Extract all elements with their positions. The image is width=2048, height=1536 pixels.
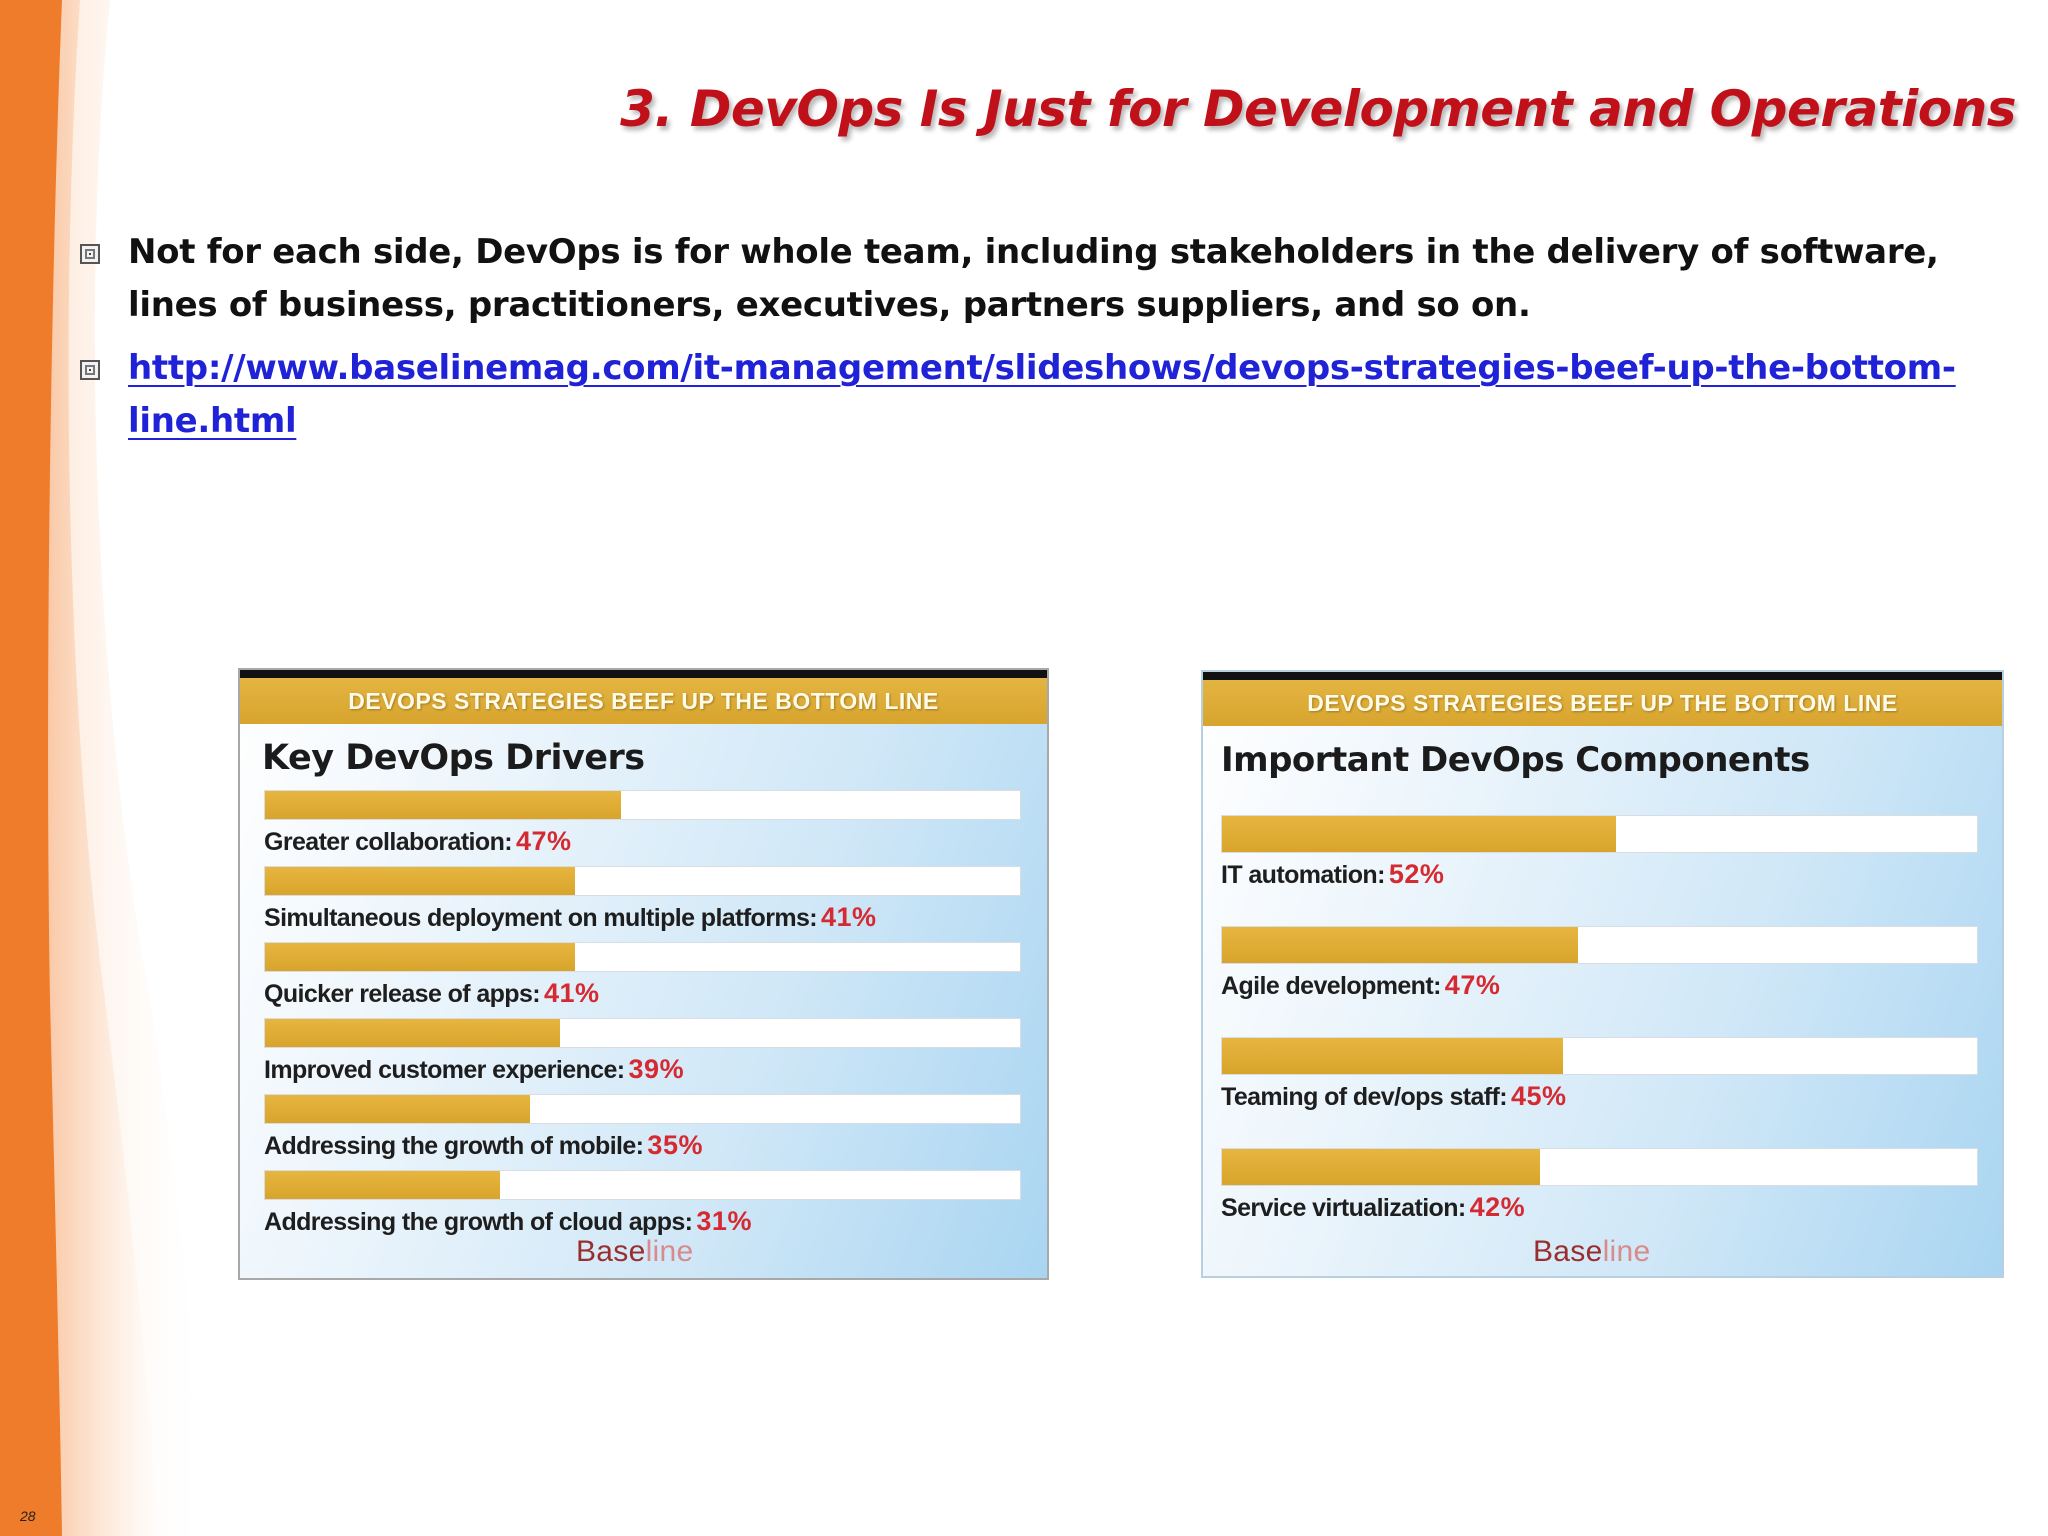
- value-label: 31%: [696, 1206, 752, 1236]
- bar-track: [264, 1018, 1021, 1048]
- panel-top-bar: [240, 670, 1047, 678]
- bar-label: Addressing the growth of cloud apps: 31%: [264, 1206, 752, 1237]
- square-bullet-icon: [80, 244, 100, 264]
- value-label: 52%: [1388, 859, 1445, 889]
- value-label: 42%: [1469, 1192, 1526, 1222]
- category-label: Teaming of dev/ops staff:: [1221, 1083, 1508, 1111]
- bar-track: [1221, 1148, 1978, 1186]
- category-label: Addressing the growth of mobile:: [264, 1132, 644, 1160]
- square-bullet-icon: [80, 360, 100, 380]
- bar: [265, 867, 576, 895]
- chart-title: Important DevOps Components: [1221, 740, 1810, 780]
- category-label: Improved customer experience:: [264, 1056, 625, 1084]
- value-label: 47%: [515, 826, 572, 856]
- bar-track: [264, 942, 1021, 972]
- chart-bars: IT automation: 52% Agile development: 47% Te…: [1203, 672, 2002, 1276]
- brand-main: Base: [1533, 1235, 1603, 1268]
- panel-top-bar: [1203, 672, 2002, 680]
- bar-label: Quicker release of apps: 41%: [264, 978, 600, 1009]
- bar-track: [264, 1094, 1021, 1124]
- bar-track: [1221, 926, 1978, 964]
- source-link[interactable]: http://www.baselinemag.com/it-management…: [128, 348, 1956, 441]
- bar-track: [264, 866, 1021, 896]
- bar-label: Teaming of dev/ops staff: 45%: [1221, 1081, 1567, 1112]
- page-number: 28: [20, 1508, 36, 1524]
- baseline-logo: Baseline: [1533, 1235, 1651, 1269]
- brand-main: Base: [576, 1235, 646, 1268]
- category-label: Service virtualization:: [1221, 1194, 1466, 1222]
- value-label: 41%: [544, 978, 600, 1008]
- bar: [265, 1171, 500, 1199]
- chart-title: Key DevOps Drivers: [262, 738, 645, 778]
- slide-title: 3. DevOps Is Just for Development and Op…: [620, 80, 2016, 138]
- bar: [1222, 816, 1616, 852]
- bar: [1222, 927, 1578, 963]
- bar-label: Agile development: 47%: [1221, 970, 1500, 1001]
- bar-label: Improved customer experience: 39%: [264, 1054, 684, 1085]
- bar-track: [264, 790, 1021, 820]
- bullet-item-link: http://www.baselinemag.com/it-management…: [78, 342, 1978, 448]
- bar: [265, 1095, 530, 1123]
- value-label: 41%: [821, 902, 877, 932]
- value-label: 45%: [1510, 1081, 1567, 1111]
- bar: [265, 1019, 561, 1047]
- chart-bars: Greater collaboration: 47% Simultaneous de…: [240, 670, 1047, 1278]
- category-label: Quicker release of apps:: [264, 980, 541, 1008]
- bullet-text: Not for each side, DevOps is for whole t…: [128, 232, 1939, 325]
- brand-accent: line: [1602, 1235, 1651, 1268]
- value-label: 39%: [628, 1054, 685, 1084]
- bullet-list: Not for each side, DevOps is for whole t…: [78, 226, 1978, 458]
- bar-label: IT automation: 52%: [1221, 859, 1444, 890]
- category-label: Simultaneous deployment on multiple plat…: [264, 904, 818, 932]
- value-label: 47%: [1444, 970, 1501, 1000]
- category-label: Greater collaboration:: [264, 828, 513, 856]
- bar-label: Simultaneous deployment on multiple plat…: [264, 902, 877, 933]
- category-label: IT automation:: [1221, 861, 1385, 889]
- brand-accent: line: [645, 1235, 694, 1268]
- baseline-logo: Baseline: [576, 1235, 694, 1269]
- bar-label: Greater collaboration: 47%: [264, 826, 572, 857]
- bar: [1222, 1149, 1540, 1185]
- bar: [1222, 1038, 1563, 1074]
- bar-label: Service virtualization: 42%: [1221, 1192, 1525, 1223]
- bullet-item: Not for each side, DevOps is for whole t…: [78, 226, 1978, 332]
- bar: [265, 791, 621, 819]
- bar-track: [264, 1170, 1021, 1200]
- category-label: Addressing the growth of cloud apps:: [264, 1208, 693, 1236]
- bar: [265, 943, 576, 971]
- bar-label: Addressing the growth of mobile: 35%: [264, 1130, 703, 1161]
- chart-banner: DEVOPS STRATEGIES BEEF UP THE BOTTOM LIN…: [1203, 680, 2002, 726]
- bar-track: [1221, 815, 1978, 853]
- chart-banner: DEVOPS STRATEGIES BEEF UP THE BOTTOM LIN…: [240, 678, 1047, 724]
- category-label: Agile development:: [1221, 972, 1441, 1000]
- bar-track: [1221, 1037, 1978, 1075]
- value-label: 35%: [647, 1130, 703, 1160]
- chart-panel-key-drivers: DEVOPS STRATEGIES BEEF UP THE BOTTOM LIN…: [238, 668, 1049, 1280]
- chart-panel-components: DEVOPS STRATEGIES BEEF UP THE BOTTOM LIN…: [1201, 670, 2004, 1278]
